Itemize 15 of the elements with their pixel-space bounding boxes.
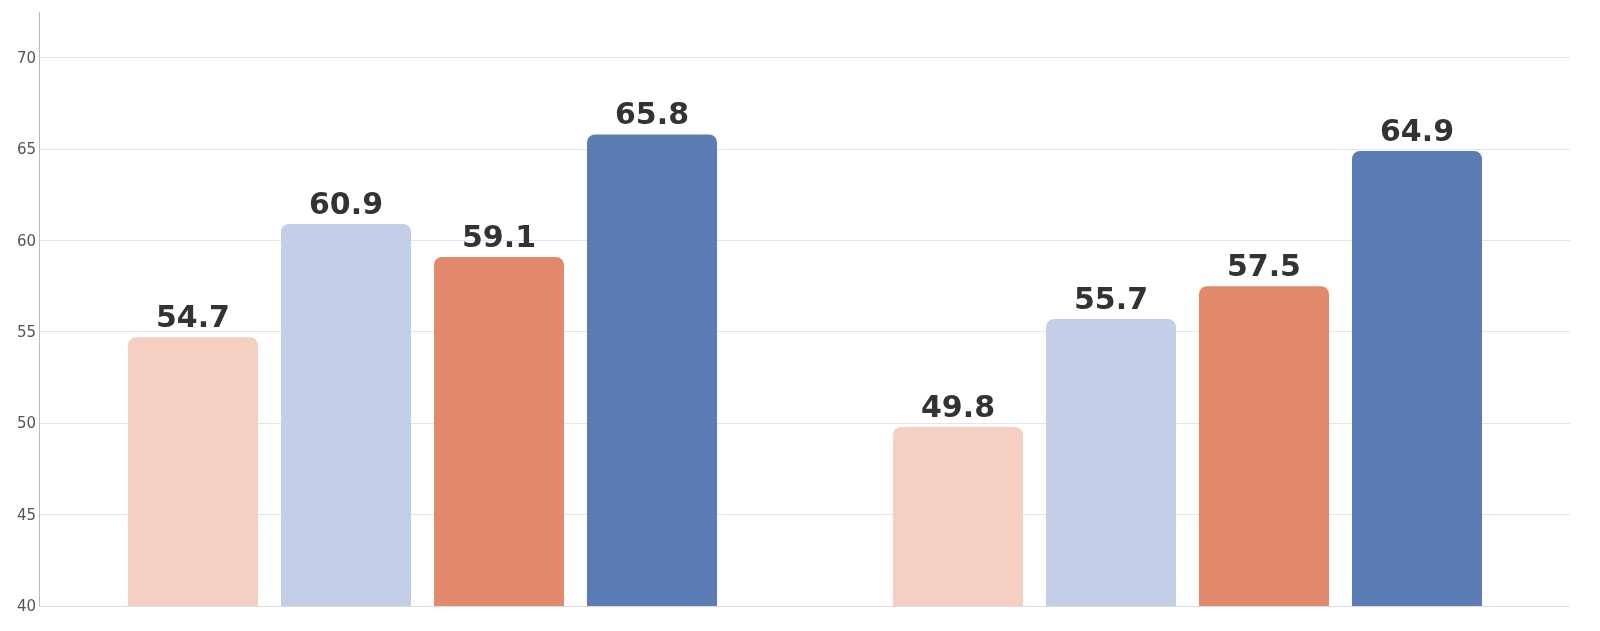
- y-tick-label: 40: [16, 597, 36, 616]
- data-label: 65.8: [614, 96, 690, 132]
- y-tick-label: 65: [16, 140, 36, 159]
- data-label: 49.8: [920, 388, 996, 424]
- data-label: 54.7: [155, 299, 231, 335]
- y-tick-label: 45: [16, 505, 36, 524]
- data-label: 59.1: [461, 218, 537, 254]
- data-label: 57.5: [1226, 248, 1302, 284]
- y-tick-label: 50: [16, 414, 36, 433]
- y-tick-label: 70: [16, 48, 36, 67]
- data-label: 64.9: [1379, 112, 1455, 148]
- y-tick-label: 60: [16, 231, 36, 250]
- data-label: 60.9: [308, 186, 384, 222]
- data-label: 55.7: [1073, 281, 1149, 317]
- y-tick-label: 55: [16, 323, 36, 342]
